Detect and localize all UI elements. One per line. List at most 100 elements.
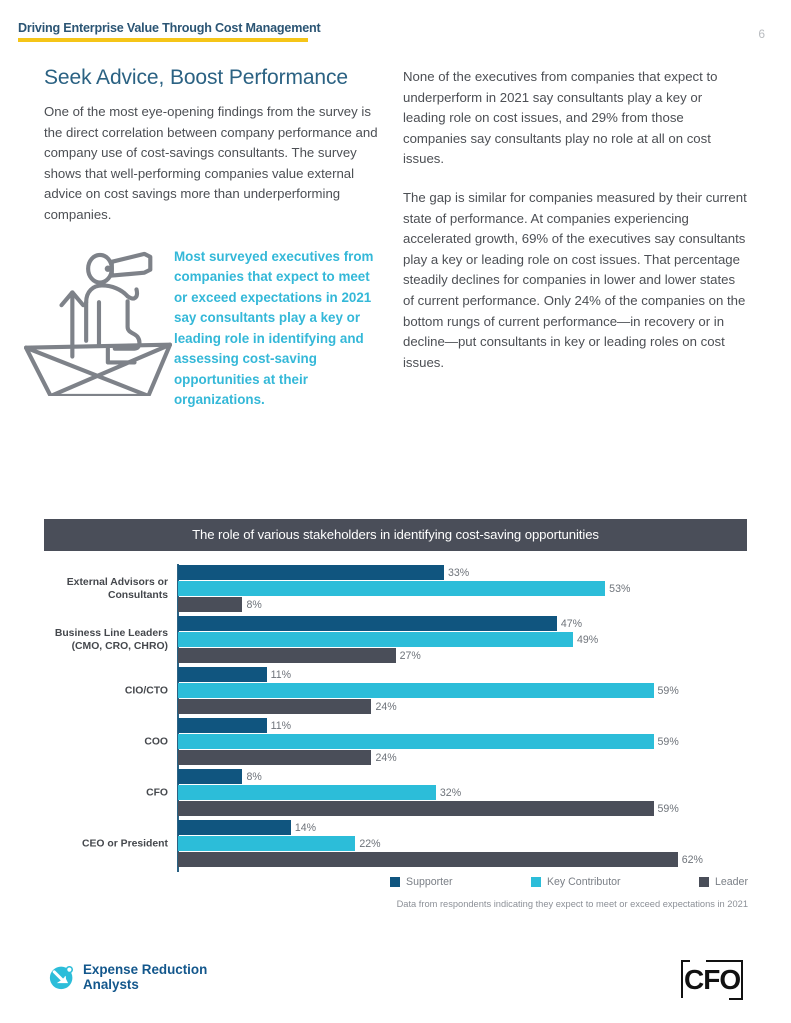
chart-bar-value: 59% xyxy=(657,735,679,748)
era-logo-line-1: Expense Reduction xyxy=(83,962,208,977)
chart-bar-value: 53% xyxy=(609,582,631,595)
legend-item: Leader xyxy=(698,876,748,888)
chart-footnote: Data from respondents indicating they ex… xyxy=(396,899,748,909)
legend-swatch-icon xyxy=(390,877,400,887)
chart-category-group: External Advisors or Consultants 33% 53% 8% xyxy=(44,564,747,614)
header-yellow-rule xyxy=(18,38,308,42)
right-column-paragraph-1: None of the executives from companies th… xyxy=(403,69,718,167)
legend-item: Supporter xyxy=(390,876,453,888)
chart-category-label: CFO xyxy=(146,787,168,799)
chart-bar xyxy=(178,820,291,835)
chart-bar-value: 8% xyxy=(246,770,262,783)
chart-bar xyxy=(178,785,436,800)
chart-bar-row: 59% xyxy=(178,801,747,816)
chart-category-group: CEO or President 14% 22% 62% xyxy=(44,819,747,869)
right-column-paragraph-2: The gap is similar for companies measure… xyxy=(403,189,747,370)
chart-bar xyxy=(178,718,267,733)
chart-bar xyxy=(178,632,573,647)
chart-bar-value: 33% xyxy=(447,566,470,579)
chart-category-group: Business Line Leaders (CMO, CRO, CHRO) 47… xyxy=(44,615,747,665)
chart-category-group: COO 11% 59% 24% xyxy=(44,717,747,767)
chart-bar-value: 27% xyxy=(399,649,421,662)
chart-bar-row: 14% xyxy=(178,820,747,835)
legend-label: Key Contributor xyxy=(546,876,621,888)
chart-bar-value: 8% xyxy=(246,598,262,611)
chart-bar xyxy=(178,683,654,698)
chart-bar xyxy=(178,581,606,596)
chart-bar-row: 11% xyxy=(178,718,747,733)
document-header: Driving Enterprise Value Through Cost Ma… xyxy=(18,21,321,42)
pull-quote-block: Most surveyed executives from companies … xyxy=(24,244,385,411)
chart-bar-value: 59% xyxy=(657,802,679,815)
chart-bar xyxy=(178,801,654,816)
chart-bar-row: 24% xyxy=(178,699,747,714)
page-number: 6 xyxy=(758,27,765,41)
chart-bar-row: 22% xyxy=(178,836,747,851)
chart-category-group: CFO 8% 32% 59% xyxy=(44,768,747,818)
chart-bar-row: 59% xyxy=(178,734,747,749)
chart-category-label: CEO or President xyxy=(81,838,168,850)
chart-bar-group: 11% 59% 24% xyxy=(178,667,747,715)
chart-category-label: External Advisors or Consultants xyxy=(66,577,168,601)
chart-bar-row: 24% xyxy=(178,750,747,765)
chart-bar-row: 53% xyxy=(178,581,747,596)
chart-bar xyxy=(178,734,654,749)
chart-bar xyxy=(178,852,678,867)
chart-bar-group: 47% 49% 27% xyxy=(178,616,747,664)
legend-swatch-icon xyxy=(530,877,541,887)
chart-bar-value: 11% xyxy=(270,668,292,681)
header-title: Driving Enterprise Value Through Cost Ma… xyxy=(18,21,321,35)
cfo-logo: CFO xyxy=(681,958,743,1002)
legend-swatch-icon xyxy=(698,877,709,887)
chart-plot-area: External Advisors or Consultants 33% 53% 8%… xyxy=(44,564,747,874)
chart-bar-group: 14% 22% 62% xyxy=(178,820,747,868)
chart-bar-row: 62% xyxy=(178,852,747,867)
chart-bar xyxy=(178,667,267,682)
chart-bar-group: 8% 32% 59% xyxy=(178,769,747,817)
chart-bar-value: 59% xyxy=(657,684,679,697)
cfo-logo-text: CFO xyxy=(684,964,741,995)
chart-category-label: CIO/CTO xyxy=(124,685,168,697)
chart-bar-value: 11% xyxy=(270,719,292,732)
chart-bar-value: 47% xyxy=(560,617,583,630)
chart-bar-group: 11% 59% 24% xyxy=(178,718,747,766)
chart-category-label: COO xyxy=(144,736,168,748)
chart-bar-row: 47% xyxy=(178,616,747,631)
era-logo-line-2: Analysts xyxy=(83,977,139,992)
chart-y-axis xyxy=(177,564,179,872)
chart-bar xyxy=(178,699,372,714)
legend-label: Supporter xyxy=(406,876,453,888)
chart-bar-row: 32% xyxy=(178,785,747,800)
chart-bar-group: 33% 53% 8% xyxy=(178,565,747,613)
chart-bar-row: 59% xyxy=(178,683,747,698)
chart-category-group: CIO/CTO 11% 59% 24% xyxy=(44,666,747,716)
era-logo-text: Expense Reduction Analysts xyxy=(83,962,207,992)
chart-bar xyxy=(178,836,356,851)
page-title: Seek Advice, Boost Performance xyxy=(44,66,348,89)
chart-title: The role of various stakeholders in iden… xyxy=(44,519,747,551)
left-column-paragraph: One of the most eye-opening findings fro… xyxy=(44,104,378,222)
right-column: None of the executives from companies th… xyxy=(403,67,748,391)
cfo-logo-notch-bottom xyxy=(681,998,729,1002)
chart-container: The role of various stakeholders in iden… xyxy=(44,519,747,874)
chart-bar-row: 33% xyxy=(178,565,747,580)
chart-bar-value: 49% xyxy=(576,633,599,646)
expense-reduction-analysts-logo: Expense Reduction Analysts xyxy=(49,962,207,992)
sailboat-telescope-icon xyxy=(24,251,172,396)
left-column: Seek Advice, Boost Performance One of th… xyxy=(24,66,385,411)
chart-category-label: Business Line Leaders (CMO, CRO, CHRO) xyxy=(54,628,168,652)
legend-label: Leader xyxy=(714,876,748,888)
chart-bar-value: 14% xyxy=(294,821,317,834)
chart-bar xyxy=(178,597,243,612)
legend-item: Key Contributor xyxy=(530,876,621,888)
chart-bar-row: 8% xyxy=(178,769,747,784)
chart-bar-value: 24% xyxy=(375,751,397,764)
pull-quote-text: Most surveyed executives from companies … xyxy=(174,248,374,408)
chart-legend: Supporter Key Contributor Leader xyxy=(390,876,748,888)
cfo-logo-notch-top xyxy=(690,958,706,962)
chart-bar xyxy=(178,648,396,663)
chart-bar-row: 8% xyxy=(178,597,747,612)
chart-bar xyxy=(178,616,557,631)
chart-bar-value: 62% xyxy=(681,853,703,866)
chart-bar xyxy=(178,565,444,580)
